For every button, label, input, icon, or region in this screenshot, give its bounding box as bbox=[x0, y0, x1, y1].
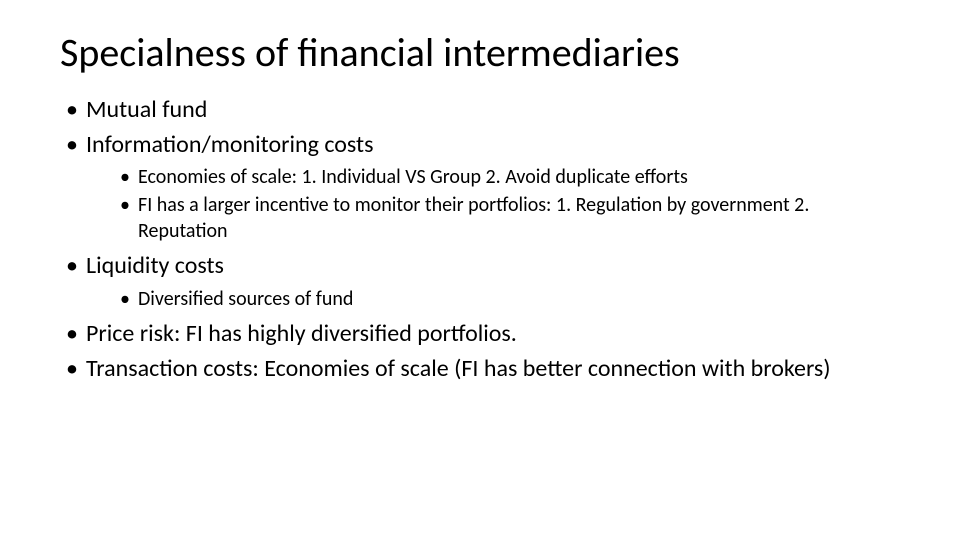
list-item: Diversified sources of fund bbox=[86, 286, 900, 312]
bullet-text: Transaction costs: Economies of scale (F… bbox=[86, 354, 831, 383]
list-item: Liquidity costs Diversified sources of f… bbox=[60, 250, 900, 311]
list-item: Mutual fund bbox=[60, 94, 900, 125]
slide: Specialness of financial intermediaries … bbox=[0, 0, 960, 540]
bullet-text: Diversified sources of fund bbox=[138, 287, 353, 311]
bullet-text: Mutual fund bbox=[86, 95, 207, 124]
list-item: Information/monitoring costs Economies o… bbox=[60, 129, 900, 244]
bullet-text: Price risk: FI has highly diversified po… bbox=[86, 319, 517, 348]
bullet-text: FI has a larger incentive to monitor the… bbox=[138, 193, 809, 243]
list-item: FI has a larger incentive to monitor the… bbox=[86, 192, 900, 244]
bullet-text: Liquidity costs bbox=[86, 251, 224, 280]
sub-bullet-list: Economies of scale: 1. Individual VS Gro… bbox=[86, 164, 900, 244]
list-item: Transaction costs: Economies of scale (F… bbox=[60, 353, 900, 384]
bullet-text: Economies of scale: 1. Individual VS Gro… bbox=[138, 165, 688, 189]
bullet-text: Information/monitoring costs bbox=[86, 130, 373, 159]
sub-bullet-list: Diversified sources of fund bbox=[86, 286, 900, 312]
slide-title: Specialness of financial intermediaries bbox=[60, 30, 900, 76]
list-item: Economies of scale: 1. Individual VS Gro… bbox=[86, 164, 900, 190]
bullet-list: Mutual fund Information/monitoring costs… bbox=[60, 94, 900, 384]
list-item: Price risk: FI has highly diversified po… bbox=[60, 318, 900, 349]
